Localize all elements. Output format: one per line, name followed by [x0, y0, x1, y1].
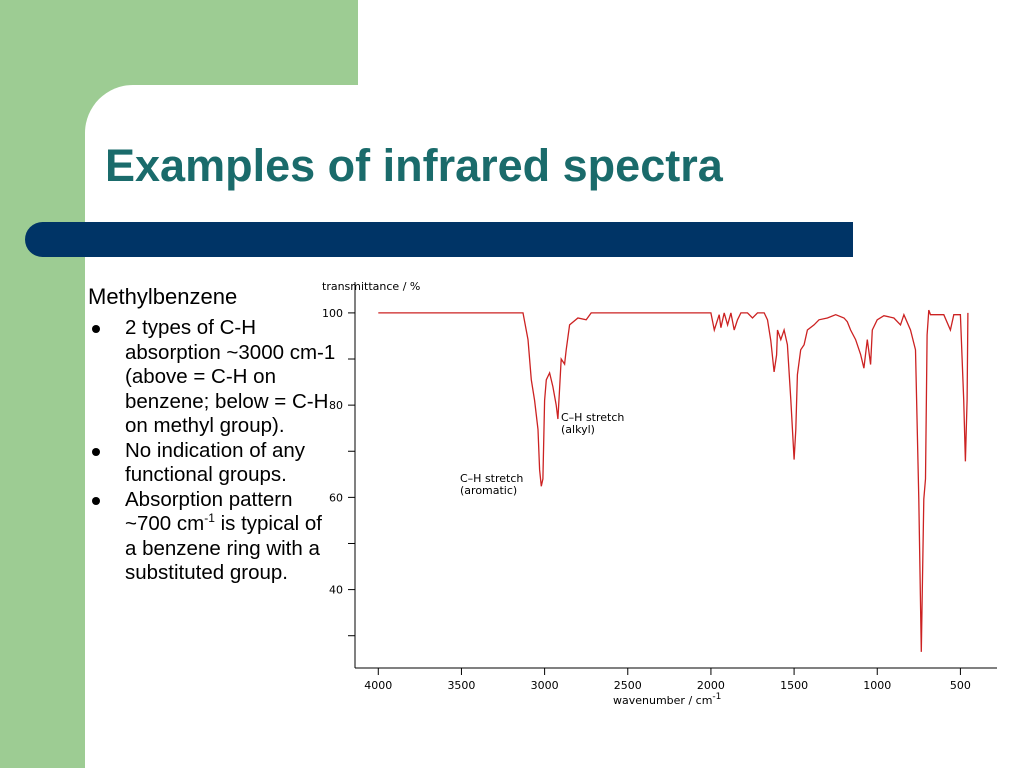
subtitle: Methylbenzene	[88, 284, 238, 309]
bullet: 2 types of C-H absorption ~3000 cm-1 (ab…	[88, 316, 338, 439]
y-tick-label: 40	[329, 584, 343, 597]
superscript: -1	[204, 511, 215, 526]
x-tick-label: 1000	[863, 679, 891, 692]
annotation: C–H stretch	[561, 411, 624, 424]
x-tick-label: 2500	[614, 679, 642, 692]
y-axis-label: transmittance / %	[322, 280, 420, 293]
x-tick-label: 4000	[364, 679, 392, 692]
bullet-text: No indication of any functional groups.	[125, 438, 306, 487]
y-tick-label: 100	[322, 307, 343, 320]
annotation: (aromatic)	[460, 484, 517, 497]
y-tick-label: 80	[329, 399, 343, 412]
x-tick-label: 3000	[531, 679, 559, 692]
annotation: C–H stretch	[460, 472, 523, 485]
spectrum-line	[378, 309, 969, 652]
superscript: -1	[712, 692, 721, 702]
bullet-text: 2 types of C-H absorption ~3000 cm-1 (ab…	[125, 316, 336, 437]
x-axis-label: wavenumber / cm-1	[613, 692, 721, 707]
y-tick-label: 60	[329, 491, 343, 504]
bullet: Absorption pattern ~700 cm-1 is typical …	[88, 488, 338, 586]
text: Absorption pattern ~700 cm	[125, 487, 293, 536]
x-tick-label: 2000	[697, 679, 725, 692]
text: is typical of a benzene ring with a subs…	[125, 512, 322, 584]
background	[358, 0, 1024, 85]
text: wavenumber / cm	[613, 694, 712, 707]
title-bar	[25, 222, 853, 257]
x-tick-label: 3500	[447, 679, 475, 692]
bullet-list: 2 types of C-H absorption ~3000 cm-1 (ab…	[88, 316, 338, 586]
x-tick-label: 500	[950, 679, 971, 692]
slide-title: Examples of infrared spectra	[105, 140, 723, 191]
background	[85, 85, 1024, 768]
x-tick-label: 1500	[780, 679, 808, 692]
bullet: No indication of any functional groups.	[88, 439, 338, 488]
bullet-text: Absorption pattern ~700 cm-1 is typical …	[125, 488, 337, 586]
annotation: (alkyl)	[561, 423, 595, 436]
